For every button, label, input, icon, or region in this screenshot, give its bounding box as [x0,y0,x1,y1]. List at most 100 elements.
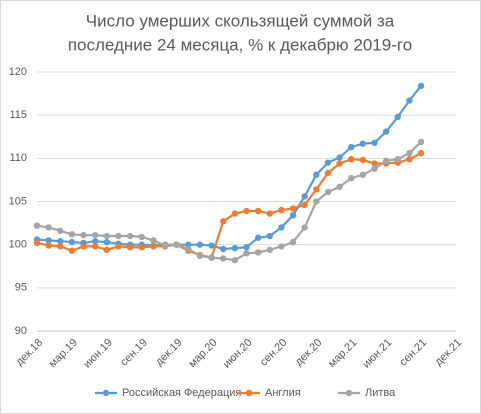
data-point [243,207,250,215]
data-point [382,128,390,135]
data-point [371,160,378,167]
legend-label: Англия [265,387,301,399]
data-point [417,149,425,157]
data-point [417,82,425,90]
data-point [231,244,239,252]
data-point [231,210,239,217]
data-point [173,241,180,248]
data-point [103,232,111,240]
y-tick-label: 105 [9,195,27,207]
data-point [313,198,320,205]
data-point [45,237,52,244]
data-point [348,143,355,151]
data-point [278,243,285,250]
data-point [220,218,227,225]
data-point [313,171,320,178]
data-point [278,206,285,214]
data-point [243,250,250,257]
legend-item: Литва [338,387,396,399]
data-point [68,247,76,254]
data-point [266,210,273,217]
data-point [394,113,402,121]
data-point [231,257,239,264]
data-point [126,232,134,240]
data-point [359,156,367,164]
data-point [406,97,413,104]
data-point [336,160,343,167]
data-point [126,244,134,251]
series-line [36,85,422,251]
data-point [68,231,76,238]
data-point [324,169,332,177]
data-point [266,232,273,240]
data-point [254,249,262,256]
data-point [301,193,308,200]
chart-title: последние 24 месяца, % к декабрю 2019-го [68,35,412,54]
data-point [115,243,122,250]
data-point [348,155,355,163]
data-point [220,255,227,262]
data-point [266,246,273,254]
data-point [208,254,215,261]
data-point [254,207,262,215]
data-point [91,243,99,250]
data-point [220,245,227,253]
data-point [138,244,145,251]
data-point [336,183,343,191]
legend-marker [345,389,353,397]
data-point [185,245,192,253]
data-point [208,242,215,249]
data-point [359,140,367,147]
legend-item: Англия [238,387,301,399]
data-point [33,222,41,229]
data-point [417,138,425,146]
data-point [45,224,52,231]
data-point [243,244,250,251]
data-point [301,201,308,209]
y-tick-label: 95 [15,282,27,294]
y-tick-label: 120 [9,66,27,78]
legend-label: Российская Федерация [122,387,241,399]
data-point [196,241,204,248]
data-point [150,243,157,250]
data-point [91,238,99,245]
y-tick-label: 115 [9,109,27,121]
data-point [57,238,64,245]
data-point [115,232,122,240]
data-point [57,227,64,235]
data-point [406,155,413,163]
data-point [289,238,297,246]
data-point [301,224,308,231]
data-point [336,154,343,161]
data-point [254,234,262,241]
y-tick-label: 100 [9,239,27,251]
data-point [68,238,76,246]
data-point [138,233,145,241]
data-point [103,238,111,246]
series-line [36,141,422,262]
data-point [313,186,320,193]
data-point [394,155,402,163]
data-point [348,174,355,182]
data-point [324,159,332,166]
data-point [196,252,204,260]
data-point [150,237,157,244]
legend-marker [102,389,110,397]
data-point [91,231,99,239]
data-point [382,157,390,165]
data-point [324,188,332,196]
chart-title: Число умерших скользящей суммой за [86,11,395,30]
y-tick-label: 90 [15,325,27,337]
legend-item: Российская Федерация [95,387,241,399]
data-point [359,171,367,178]
data-point [33,239,41,247]
data-point [103,246,111,254]
legend-label: Литва [365,387,396,399]
series-line [36,152,422,259]
data-point [45,242,52,249]
data-point [161,242,169,249]
legend-marker [245,389,253,397]
data-point [80,231,87,239]
